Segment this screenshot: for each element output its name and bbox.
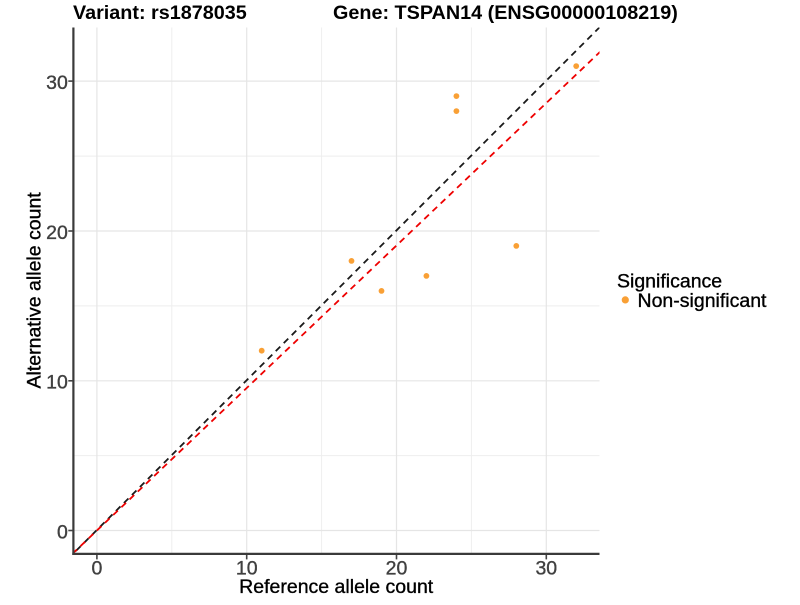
- svg-text:Gene: TSPAN14 (ENSG00000108219: Gene: TSPAN14 (ENSG00000108219): [333, 2, 678, 24]
- svg-text:10: 10: [236, 558, 258, 580]
- svg-text:Non-significant: Non-significant: [638, 290, 768, 312]
- svg-text:0: 0: [91, 558, 102, 580]
- svg-text:Significance: Significance: [617, 271, 722, 293]
- svg-text:30: 30: [535, 558, 557, 580]
- svg-text:0: 0: [57, 521, 68, 543]
- svg-text:Variant: rs1878035: Variant: rs1878035: [73, 2, 247, 24]
- svg-text:Alternative allele count: Alternative allele count: [24, 192, 46, 389]
- svg-text:30: 30: [46, 72, 68, 94]
- svg-text:10: 10: [46, 372, 68, 394]
- svg-text:Reference allele count: Reference allele count: [239, 576, 434, 598]
- svg-text:20: 20: [386, 558, 408, 580]
- svg-text:20: 20: [46, 222, 68, 244]
